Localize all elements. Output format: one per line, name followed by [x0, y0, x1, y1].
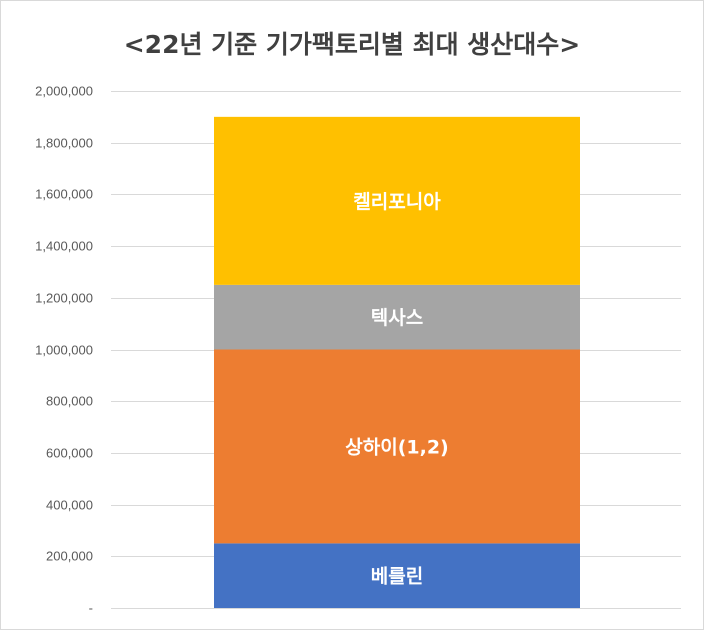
bar-segment	[214, 543, 580, 608]
bar-segment	[214, 349, 580, 544]
y-tick-label: 1,800,000	[35, 136, 93, 151]
y-tick-label: 200,000	[46, 549, 93, 564]
y-tick-label: 1,200,000	[35, 291, 93, 306]
y-tick-label: 800,000	[46, 394, 93, 409]
y-tick-label: -	[89, 601, 93, 616]
y-tick-label: 1,400,000	[35, 239, 93, 254]
segment-label: 켈리포니아	[353, 191, 441, 213]
y-tick-label: 1,000,000	[35, 343, 93, 358]
bar-segment	[214, 284, 580, 350]
y-tick-label: 400,000	[46, 498, 93, 513]
chart-title: <22년 기준 기가팩토리별 최대 생산대수>	[123, 30, 581, 59]
segment-label: 텍사스	[371, 307, 423, 329]
y-tick-label: 1,600,000	[35, 187, 93, 202]
y-tick-label: 2,000,000	[35, 84, 93, 99]
bar-segment	[214, 116, 580, 285]
segment-label: 상하이(1,2)	[345, 436, 448, 458]
segment-label: 베를린	[371, 566, 423, 588]
y-tick-label: 600,000	[46, 446, 93, 461]
